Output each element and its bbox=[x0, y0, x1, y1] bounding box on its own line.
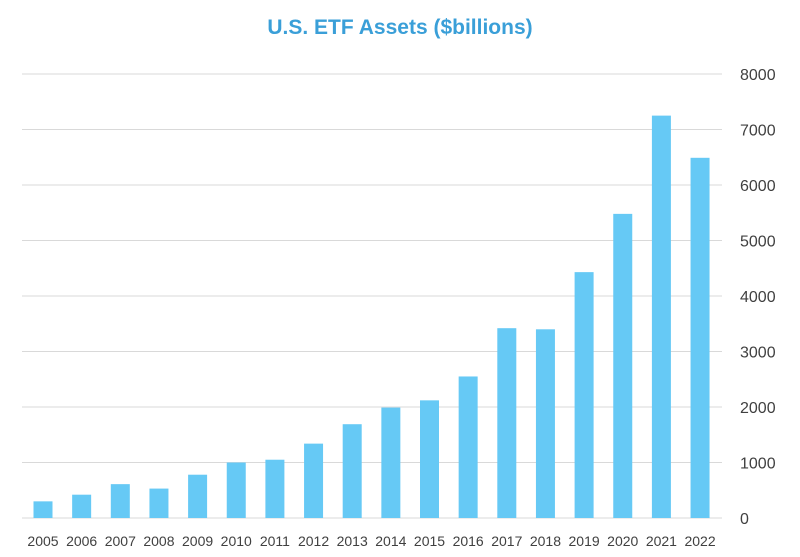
y-tick-label: 6000 bbox=[740, 178, 776, 195]
bar-2012 bbox=[304, 443, 324, 518]
x-tick-label-2007: 2007 bbox=[105, 533, 136, 549]
bar-2022 bbox=[690, 157, 710, 518]
bar-2009 bbox=[188, 474, 208, 518]
x-tick-label-2013: 2013 bbox=[337, 533, 368, 549]
y-tick-label: 3000 bbox=[740, 345, 776, 362]
y-tick-label: 1000 bbox=[740, 456, 776, 473]
x-tick-label-2006: 2006 bbox=[66, 533, 97, 549]
x-tick-label-2015: 2015 bbox=[414, 533, 445, 549]
bar-2017 bbox=[497, 328, 517, 518]
chart-title: U.S. ETF Assets ($billions) bbox=[267, 16, 533, 39]
x-tick-label-2010: 2010 bbox=[221, 533, 252, 549]
y-tick-label: 7000 bbox=[740, 123, 776, 140]
bar-2007 bbox=[110, 484, 130, 518]
x-tick-label-2021: 2021 bbox=[646, 533, 677, 549]
bar-2005 bbox=[33, 501, 53, 518]
bar-2006 bbox=[72, 494, 92, 518]
x-tick-label-2009: 2009 bbox=[182, 533, 213, 549]
bar-2019 bbox=[574, 272, 594, 518]
y-tick-label: 0 bbox=[740, 511, 749, 528]
x-tick-label-2018: 2018 bbox=[530, 533, 561, 549]
x-tick-label-2017: 2017 bbox=[491, 533, 522, 549]
bar-2008 bbox=[149, 488, 169, 518]
bar-2021 bbox=[651, 115, 671, 518]
y-tick-label: 2000 bbox=[740, 400, 776, 417]
y-tick-label: 8000 bbox=[740, 67, 776, 84]
bar-2010 bbox=[226, 462, 246, 518]
bar-2015 bbox=[420, 400, 439, 518]
x-tick-label-2020: 2020 bbox=[607, 533, 638, 549]
gridlines bbox=[22, 73, 722, 519]
x-tick-label-2005: 2005 bbox=[27, 533, 58, 549]
y-tick-label: 5000 bbox=[740, 234, 776, 251]
bar-2016 bbox=[458, 376, 478, 518]
x-tick-label-2014: 2014 bbox=[375, 533, 406, 549]
bar-2020 bbox=[613, 213, 633, 519]
y-tick-label: 4000 bbox=[740, 289, 776, 306]
x-tick-label-2012: 2012 bbox=[298, 533, 329, 549]
x-tick-label-2019: 2019 bbox=[569, 533, 600, 549]
bar-2018 bbox=[535, 329, 555, 518]
x-axis-tick-labels: 2005 2006 2007 2008 2009 2010 2011 2012 2013 2014… bbox=[27, 533, 715, 549]
y-axis-tick-labels: 0 1000 2000 3000 4000 5000 6000 7000 8000 bbox=[740, 67, 776, 528]
bar-2014 bbox=[381, 407, 401, 518]
bar-2011 bbox=[265, 459, 285, 518]
x-tick-label-2011: 2011 bbox=[260, 533, 290, 549]
x-tick-label-2008: 2008 bbox=[143, 533, 174, 549]
bars bbox=[33, 115, 710, 519]
bar-2013 bbox=[342, 424, 362, 518]
x-tick-label-2022: 2022 bbox=[684, 533, 715, 549]
x-tick-label-2016: 2016 bbox=[453, 533, 484, 549]
